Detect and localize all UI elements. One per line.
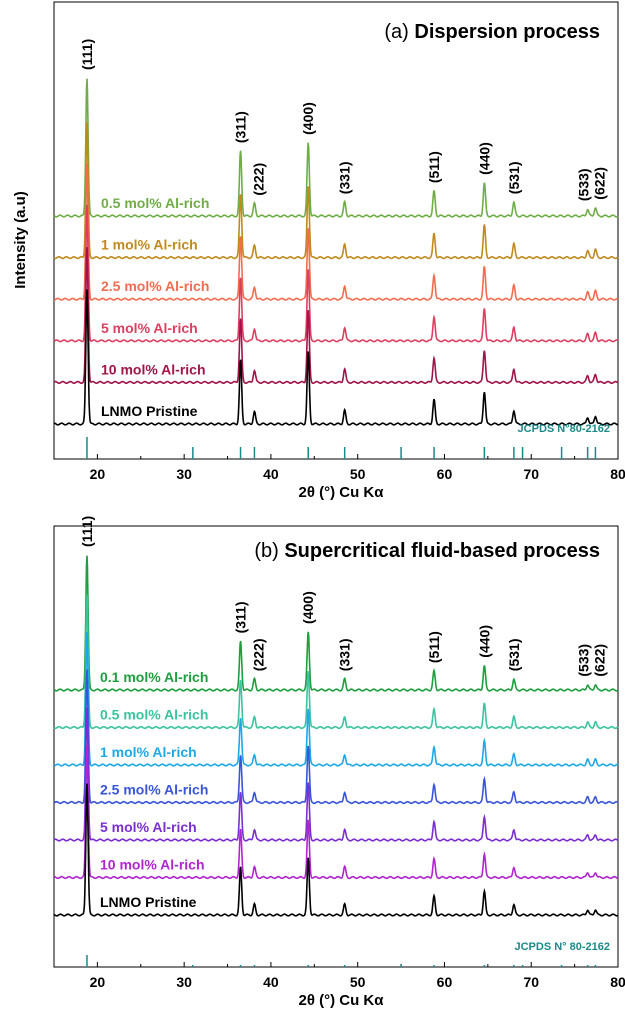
series-line — [53, 78, 619, 218]
reference-label: JCPDS N°80-2162 — [518, 423, 610, 435]
series-line — [53, 631, 618, 767]
panel-b: 20 30 40 50 60 70 80 2θ (°) Cu Kα (b) Supercriti… — [53, 516, 625, 1009]
peak-label: (222) — [250, 639, 266, 672]
x-tick-label: 80 — [610, 466, 625, 482]
series-line — [53, 783, 619, 917]
plot-frame — [53, 525, 619, 968]
peak-label: (511) — [426, 151, 442, 183]
series-line — [53, 669, 619, 805]
x-tick-label: 50 — [350, 974, 366, 990]
x-tick-label: 40 — [263, 974, 279, 990]
peak-label: (311) — [233, 111, 249, 143]
peak-label: (531) — [506, 162, 522, 195]
x-tick-label: 70 — [523, 466, 539, 482]
series-line — [53, 204, 619, 343]
peak-label: (531) — [506, 639, 522, 672]
x-tick-label: 20 — [90, 466, 106, 482]
peak-label: (511) — [426, 631, 442, 663]
series-line — [54, 745, 619, 880]
x-tick-label: 60 — [437, 974, 453, 990]
x-axis-title: 2θ (°) Cu Kα — [299, 992, 385, 1009]
peak-label: (311) — [233, 601, 249, 633]
peak-label: (622) — [591, 167, 607, 200]
series-label: 5 mol% Al-rich — [100, 819, 197, 835]
x-tick-label: 20 — [90, 974, 106, 990]
peak-label: (111) — [79, 516, 95, 547]
series-label: 10 mol% Al-rich — [100, 857, 205, 873]
series-label: 0.5 mol% Al-rich — [100, 707, 208, 723]
peak-label: (111) — [79, 39, 95, 70]
panel-title: (a) Dispersion process — [384, 21, 600, 43]
series-label: 0.1 mol% Al-rich — [100, 669, 208, 685]
x-tick-label: 80 — [610, 974, 625, 990]
x-tick-label: 50 — [350, 466, 366, 482]
series-line — [54, 289, 619, 426]
series-label: 1 mol% Al-rich — [100, 744, 197, 760]
x-tick-label: 60 — [437, 466, 453, 482]
x-tick-label: 30 — [176, 466, 192, 482]
series-line — [53, 247, 619, 384]
x-tick-label: 30 — [176, 974, 192, 990]
peak-label: (533) — [576, 168, 592, 201]
peak-label: (400) — [300, 102, 316, 135]
peak-label: (440) — [476, 142, 492, 175]
peak-label: (440) — [476, 625, 492, 658]
peak-label: (533) — [576, 644, 592, 677]
peak-label: (331) — [337, 639, 353, 672]
series-label: 10 mol% Al-rich — [101, 361, 206, 377]
x-axis-title: 2θ (°) Cu Kα — [299, 484, 385, 501]
series-line — [53, 122, 619, 260]
series-line — [53, 707, 619, 842]
series-label: 0.5 mol% Al-rich — [101, 195, 209, 211]
panel-a: 20 30 40 50 60 70 80 2θ (°) Cu Kα (a) Dispersion… — [53, 1, 625, 501]
peak-label: (622) — [591, 644, 607, 677]
series-label: 1 mol% Al-rich — [101, 237, 198, 253]
series-label: 5 mol% Al-rich — [101, 320, 198, 336]
reference-label: JCPDS N° 80-2162 — [514, 941, 610, 953]
series-label: 2.5 mol% Al-rich — [101, 278, 209, 294]
peak-label: (331) — [337, 162, 353, 195]
x-tick-label: 70 — [523, 974, 539, 990]
peak-label: (400) — [300, 591, 316, 624]
series-label: 2.5 mol% Al-rich — [100, 782, 208, 798]
panel-title: (b) Supercritical fluid-based process — [254, 540, 600, 562]
series-label: LNMO Pristine — [100, 894, 197, 910]
plot-frame — [53, 1, 619, 460]
y-axis-label: Intensity (a.u) — [12, 191, 29, 289]
peak-label: (222) — [250, 163, 266, 196]
x-tick-label: 40 — [263, 466, 279, 482]
series-line — [53, 595, 619, 730]
series-line — [53, 555, 619, 692]
series-label: LNMO Pristine — [101, 403, 198, 419]
series-line — [54, 163, 618, 301]
